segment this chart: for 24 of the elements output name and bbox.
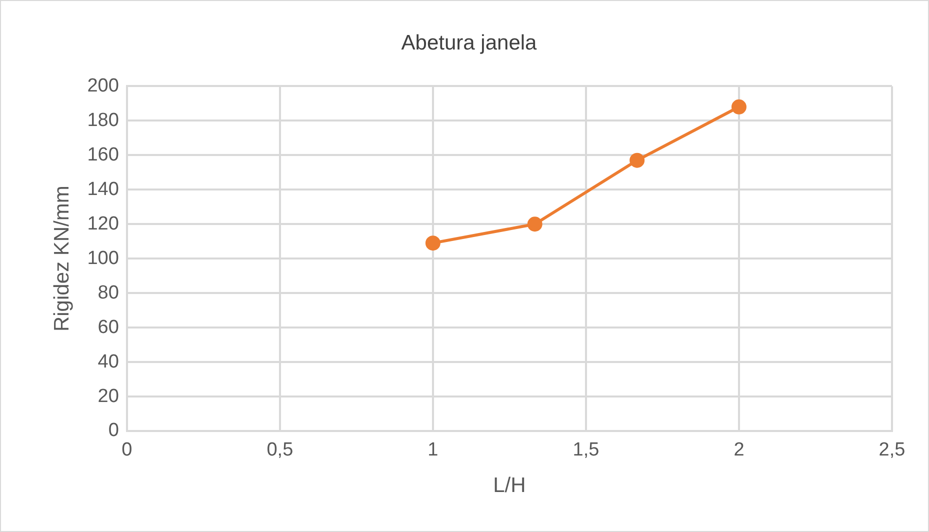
y-tick-label: 60 <box>98 316 119 338</box>
y-tick-label: 200 <box>87 75 119 96</box>
y-tick-label: 140 <box>87 178 119 200</box>
y-tick-label: 120 <box>87 213 119 234</box>
point <box>425 236 440 251</box>
y-tick-label: 40 <box>98 351 119 372</box>
y-tick-label: 80 <box>98 282 119 304</box>
y-tick-label: 100 <box>87 248 119 269</box>
y-axis-title: Rigidez KN/mm <box>50 186 74 332</box>
x-tick-label: 1 <box>428 440 438 461</box>
y-tick-label: 160 <box>87 144 119 166</box>
y-tick-label: 180 <box>87 110 119 131</box>
y-tick-label: 20 <box>98 386 119 407</box>
chart-title: Abetura janela <box>401 31 538 54</box>
x-axis-title: L/H <box>493 474 526 498</box>
x-tick-label: 2 <box>734 440 744 461</box>
point <box>630 152 645 168</box>
point <box>527 216 542 232</box>
x-tick-label: 0 <box>122 440 132 461</box>
x-tick-label: 2,5 <box>878 440 906 461</box>
x-tick-label: 0,5 <box>266 440 294 461</box>
x-tick-label: 1,5 <box>572 440 600 461</box>
y-tick-label: 0 <box>108 420 119 442</box>
point <box>731 99 746 114</box>
